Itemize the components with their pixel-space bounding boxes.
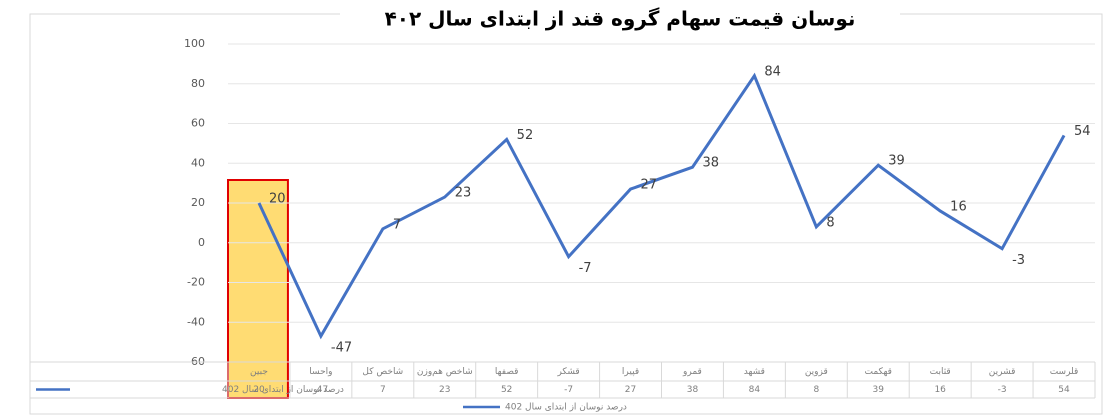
table-value: 23: [439, 385, 450, 395]
category-label: قشکر: [556, 367, 579, 377]
category-label: قزوین: [805, 367, 828, 377]
table-value: -3: [998, 385, 1007, 395]
y-tick-label: -20: [187, 276, 205, 289]
data-label: 27: [641, 178, 658, 193]
chart-title: نوسان قیمت سهام گروه قند از ابتدای سال ۴…: [385, 7, 856, 31]
highlight: [227, 179, 289, 399]
y-tick-label: 0: [198, 236, 205, 249]
data-label: 84: [764, 64, 781, 79]
data-label: 38: [702, 156, 719, 171]
table-value: -7: [564, 385, 573, 395]
data-label: 7: [393, 217, 401, 232]
table-series-name: درصد نوسان از ابتدای سال 402: [222, 385, 344, 395]
category-label: واحسا: [309, 367, 332, 377]
category-label: قشهد: [744, 367, 765, 377]
y-tick-label: 100: [184, 37, 205, 50]
table-value: 16: [934, 385, 946, 395]
table-value: 27: [625, 385, 636, 395]
category-label: قلرست: [1050, 367, 1079, 377]
category-label: جبین: [250, 367, 268, 377]
table-value: 8: [813, 385, 819, 395]
data-label: -47: [331, 341, 352, 356]
data-label: 16: [950, 199, 967, 214]
y-tick-label: 80: [191, 77, 205, 90]
category-label: قشرین: [989, 367, 1016, 377]
category-label: قثابت: [930, 367, 951, 377]
table-value: 52: [501, 385, 512, 395]
category-label: قصفها: [495, 367, 519, 377]
data-label: -3: [1012, 253, 1025, 268]
table-value: 7: [380, 385, 386, 395]
table-value: 20: [253, 385, 265, 395]
table-value: -47: [314, 385, 329, 395]
y-tick-label: 60: [191, 117, 205, 130]
category-label: شاخص هم‌وزن: [417, 367, 473, 377]
data-label: 20: [269, 192, 286, 207]
data-label: 23: [455, 186, 472, 201]
table-value: 39: [873, 385, 885, 395]
category-label: قمرو: [682, 367, 702, 377]
data-label: 52: [517, 128, 534, 143]
line-series: [257, 72, 1066, 340]
category-label: قپیرا: [622, 367, 639, 377]
y-tick-label: 40: [191, 156, 205, 169]
table-value: 38: [687, 385, 699, 395]
category-label: قهکمت: [865, 367, 892, 377]
data-label: 54: [1074, 124, 1091, 139]
title-bg: [340, 0, 900, 40]
data-label: 8: [826, 215, 834, 230]
category-label: شاخص کل: [362, 367, 403, 377]
y-tick-label: -40: [187, 315, 205, 328]
table-value: 84: [749, 385, 761, 395]
y-tick-label: 20: [191, 196, 205, 209]
legend-label: درصد نوسان از ابتدای سال 402: [505, 403, 627, 413]
data-label: 39: [888, 154, 905, 169]
data-label: -7: [579, 261, 592, 276]
table-value: 54: [1058, 385, 1070, 395]
